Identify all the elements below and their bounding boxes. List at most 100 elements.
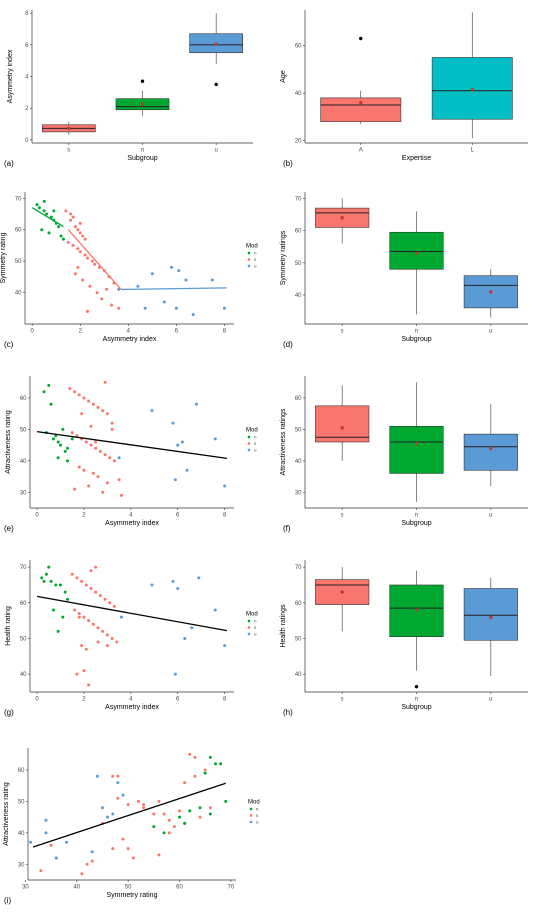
- data-point: [96, 626, 100, 630]
- y-axis-title: Attractiveness rating: [3, 782, 10, 846]
- box-u: [463, 404, 518, 486]
- data-point: [89, 443, 93, 447]
- data-point: [170, 265, 174, 269]
- legend-label-n: n: [254, 618, 257, 623]
- y-tick-label: 0: [25, 138, 29, 144]
- data-point: [94, 565, 98, 569]
- data-point: [110, 421, 114, 425]
- data-point: [88, 284, 92, 288]
- x-tick-label: 8: [223, 513, 227, 519]
- data-point: [70, 437, 74, 441]
- mean-point: [414, 608, 419, 612]
- x-tick-label: 8: [223, 329, 227, 335]
- x-axis-title: Subgroup: [401, 520, 431, 527]
- data-point: [152, 825, 156, 829]
- box-body: [315, 579, 370, 605]
- data-point: [56, 629, 60, 633]
- data-point: [210, 278, 214, 282]
- data-point: [81, 278, 85, 282]
- series-n: [42, 383, 74, 463]
- data-point: [142, 803, 146, 807]
- x-axis-title: Expertise: [402, 155, 431, 162]
- data-point: [117, 478, 121, 482]
- data-point: [73, 487, 77, 491]
- data-point: [167, 831, 171, 835]
- y-tick-label: 50: [20, 636, 27, 642]
- data-point: [109, 303, 113, 307]
- data-point: [82, 468, 86, 472]
- fit-line: [67, 229, 122, 290]
- data-point: [191, 313, 195, 317]
- data-point: [223, 484, 227, 488]
- data-point: [69, 212, 73, 216]
- panel-letter: (b): [283, 159, 293, 168]
- data-point: [178, 815, 182, 819]
- data-point: [90, 259, 94, 263]
- data-point: [42, 209, 46, 213]
- data-point: [64, 209, 68, 213]
- legend-key-s: [247, 626, 251, 629]
- data-point: [117, 306, 121, 310]
- box-L: [431, 12, 513, 139]
- x-tick-label: 0: [31, 329, 35, 335]
- y-axis-title: Symmetry ratings: [280, 230, 287, 285]
- series-n: [152, 755, 228, 835]
- data-point: [47, 383, 51, 387]
- data-point: [111, 847, 115, 851]
- data-point: [183, 781, 187, 785]
- y-tick-label: 60: [295, 396, 302, 402]
- y-axis-title: Health rating: [5, 606, 12, 646]
- data-point: [213, 608, 217, 612]
- data-point: [224, 799, 228, 803]
- legend-key-s: [247, 442, 251, 445]
- y-tick-label: 40: [20, 672, 27, 678]
- x-tick-label: 6: [176, 697, 180, 703]
- data-point: [136, 799, 140, 803]
- data-point: [94, 590, 98, 594]
- data-point: [63, 590, 67, 594]
- fit-line: [36, 430, 228, 459]
- legend-key-u: [249, 820, 253, 824]
- data-point: [152, 812, 156, 816]
- y-tick-label: 2: [25, 106, 29, 112]
- box-body: [463, 588, 518, 641]
- data-point: [136, 284, 140, 288]
- data-point: [105, 412, 109, 416]
- outlier-point: [140, 79, 145, 83]
- x-tick-label: A: [359, 148, 363, 154]
- data-point: [84, 583, 88, 587]
- data-point: [98, 594, 102, 598]
- data-point: [203, 771, 207, 775]
- x-tick-label: 0: [35, 513, 39, 519]
- legend-label-u: u: [254, 263, 257, 268]
- box-n: [115, 79, 170, 117]
- series-u: [117, 402, 227, 488]
- box-u: [463, 269, 518, 318]
- data-point: [70, 572, 74, 576]
- data-point: [171, 421, 175, 425]
- series-u: [29, 774, 125, 860]
- y-axis-title: Asymmetry index: [7, 49, 14, 103]
- legend-label-s: s: [256, 813, 259, 818]
- panel-letter: (h): [283, 708, 293, 717]
- data-point: [78, 231, 82, 235]
- series-n: [40, 565, 70, 633]
- panel-b: 20 40 60 A L Expertise Age (b): [280, 10, 528, 168]
- x-tick-label: u: [214, 148, 217, 154]
- box-n: [389, 570, 444, 689]
- x-axis-title: Subgroup: [127, 155, 157, 162]
- panel-a: 0 2 4 6 8 s n u Subgroup Asymmetry index (a): [4, 10, 253, 168]
- y-tick-label: 50: [295, 636, 302, 642]
- data-point: [40, 576, 44, 580]
- x-tick-label: 4: [127, 329, 131, 335]
- data-point: [82, 669, 86, 673]
- data-point: [73, 608, 77, 612]
- data-point: [78, 250, 82, 254]
- data-point: [198, 815, 202, 819]
- data-point: [68, 387, 72, 391]
- x-tick-label: s: [341, 329, 344, 335]
- panel-letter: (e): [4, 524, 14, 533]
- data-point: [35, 203, 39, 207]
